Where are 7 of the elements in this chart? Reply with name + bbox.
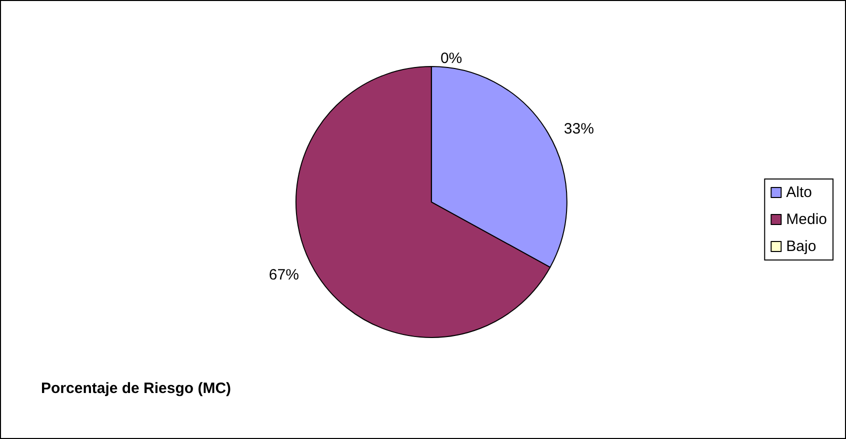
data-label: 33%: [564, 120, 594, 138]
legend-label: Medio: [786, 211, 828, 228]
text: Porcentaje de Riesgo (MC): [41, 380, 232, 397]
legend-label: Bajo: [786, 238, 816, 255]
legend-label: Alto: [786, 184, 812, 201]
data-label: 67%: [268, 266, 299, 284]
text: 0%: [440, 50, 462, 68]
